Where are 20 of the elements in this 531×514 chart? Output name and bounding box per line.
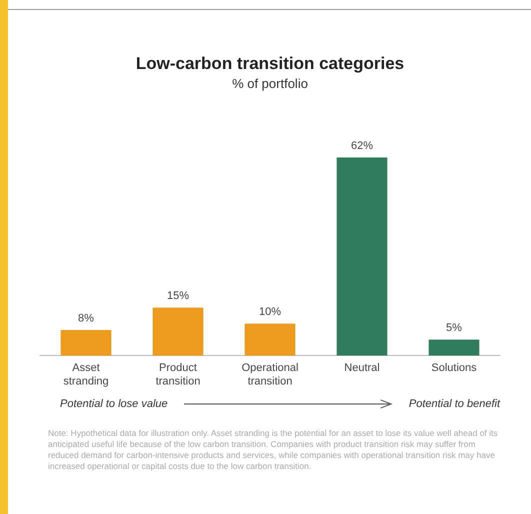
text: Note: Hypothetical data for illustration only. Asset stranding is the potential for an asset to lose its value well ahead of its anticipated useful life because of the low carbon transition. Companies with product transition risk may suffer from reduced demand for carbon-intensive products and services, while companies with operational transition risk may have increased operational or capital costs due to the low carbon transition.	[48, 428, 499, 472]
x-tick-label: Operational transition	[242, 362, 298, 388]
data-label: 15%	[166, 290, 190, 302]
x-tick-label: Asset stranding	[63, 362, 109, 388]
data-label: 62%	[350, 140, 374, 152]
bar	[336, 158, 388, 356]
chart-title: Low-carbon transition categories	[136, 54, 404, 73]
text: Potential to lose value	[60, 398, 168, 410]
text: Potential to benefit	[408, 398, 500, 410]
data-label: 8%	[78, 312, 94, 325]
bar	[244, 324, 296, 356]
x-tick-label: Solutions	[431, 362, 478, 374]
x-tick-label: Product transition	[156, 362, 200, 388]
data-label: 10%	[258, 306, 282, 318]
bar	[152, 308, 204, 356]
x-tick-label: Neutral	[344, 362, 380, 374]
data-label: 5%	[446, 322, 462, 334]
chart-subtitle: % of portfolio	[232, 76, 308, 91]
bar	[428, 340, 480, 356]
bar	[60, 330, 112, 356]
